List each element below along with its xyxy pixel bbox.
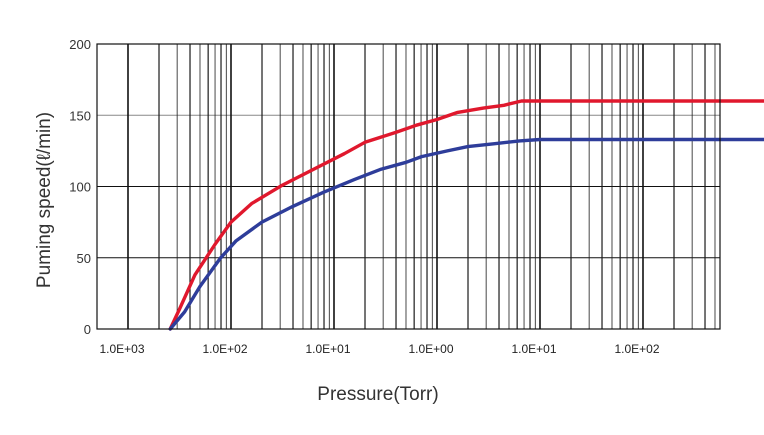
y-tick-label: 50 [77, 251, 91, 266]
series-layer [168, 99, 764, 331]
grid-layer [97, 44, 720, 329]
x-tick-label: 1.0E+02 [614, 342, 659, 356]
y-tick-label: 100 [69, 180, 91, 195]
y-tick-label: 200 [69, 37, 91, 52]
tick-label-layer: 0 50 100 150 200 1.0E+03 1.0E+02 1.0E+01 1.0E+00… [69, 37, 660, 356]
y-tick-label: 0 [84, 322, 91, 337]
plot-frame [96, 43, 721, 330]
series-line-1 [168, 137, 764, 331]
x-tick-label: 1.0E+01 [305, 342, 350, 356]
x-tick-label: 1.0E+02 [202, 342, 247, 356]
x-tick-label: 1.0E+00 [408, 342, 453, 356]
y-tick-label: 150 [69, 108, 91, 123]
x-tick-label: 1.0E+01 [511, 342, 556, 356]
x-tick-label: 1.0E+03 [99, 342, 144, 356]
x-axis-title: Pressure(Torr) [317, 384, 438, 405]
series-line-0 [168, 99, 764, 331]
y-axis-title: Puming speed(ℓ/min) [34, 112, 55, 288]
